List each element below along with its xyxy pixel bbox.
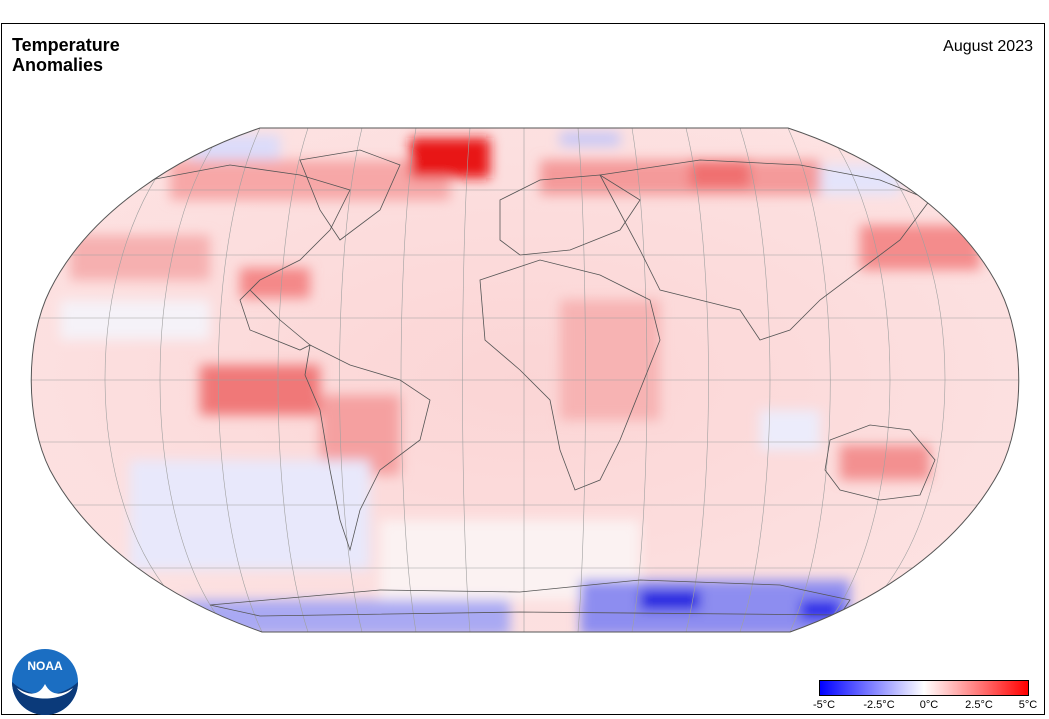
asia <box>599 159 931 341</box>
antarctica <box>209 579 851 617</box>
warm-region <box>70 235 210 280</box>
graticule <box>31 128 1019 632</box>
australia <box>824 424 936 501</box>
legend-tick-label: -2.5°C <box>863 699 895 711</box>
warm-region <box>540 160 820 195</box>
legend-tick-label: 5°C <box>1018 699 1038 711</box>
cool-region <box>180 600 510 632</box>
africa <box>479 259 661 491</box>
cool-region <box>130 460 370 570</box>
title-line-1: Temperature <box>12 35 120 55</box>
neutral-region <box>60 300 210 340</box>
cool-region <box>800 600 840 620</box>
map-title: Temperature Anomalies <box>12 35 172 75</box>
legend-tick-label: 2.5°C <box>965 699 993 711</box>
warm-region <box>240 268 310 298</box>
noaa-logo-text: NOAA <box>27 659 63 673</box>
map-period: August 2023 <box>943 38 1033 55</box>
globe-outline <box>30 127 1020 633</box>
cool-region <box>190 135 280 160</box>
europe <box>499 174 641 256</box>
legend-tick-label: 0°C <box>919 699 939 711</box>
legend-tick-label: -5°C <box>812 699 836 711</box>
warm-region <box>200 365 320 415</box>
cool-region <box>640 590 700 610</box>
warm-region <box>560 300 660 420</box>
legend-colorbar <box>819 680 1029 696</box>
cool-region <box>760 410 820 450</box>
warm-region <box>690 160 750 188</box>
south-america <box>304 344 431 552</box>
legend: -5°C -2.5°C 0°C 2.5°C 5°C <box>812 680 1038 716</box>
warm-region <box>170 160 450 200</box>
coastlines <box>149 149 936 617</box>
cool-region <box>560 132 620 146</box>
anomaly-field <box>31 128 1019 632</box>
warm-region <box>410 138 490 178</box>
warm-region <box>840 445 930 480</box>
greenland <box>299 149 401 241</box>
title-line-2: Anomalies <box>12 55 104 75</box>
noaa-logo: NOAA <box>12 649 78 715</box>
cool-region <box>820 165 900 195</box>
